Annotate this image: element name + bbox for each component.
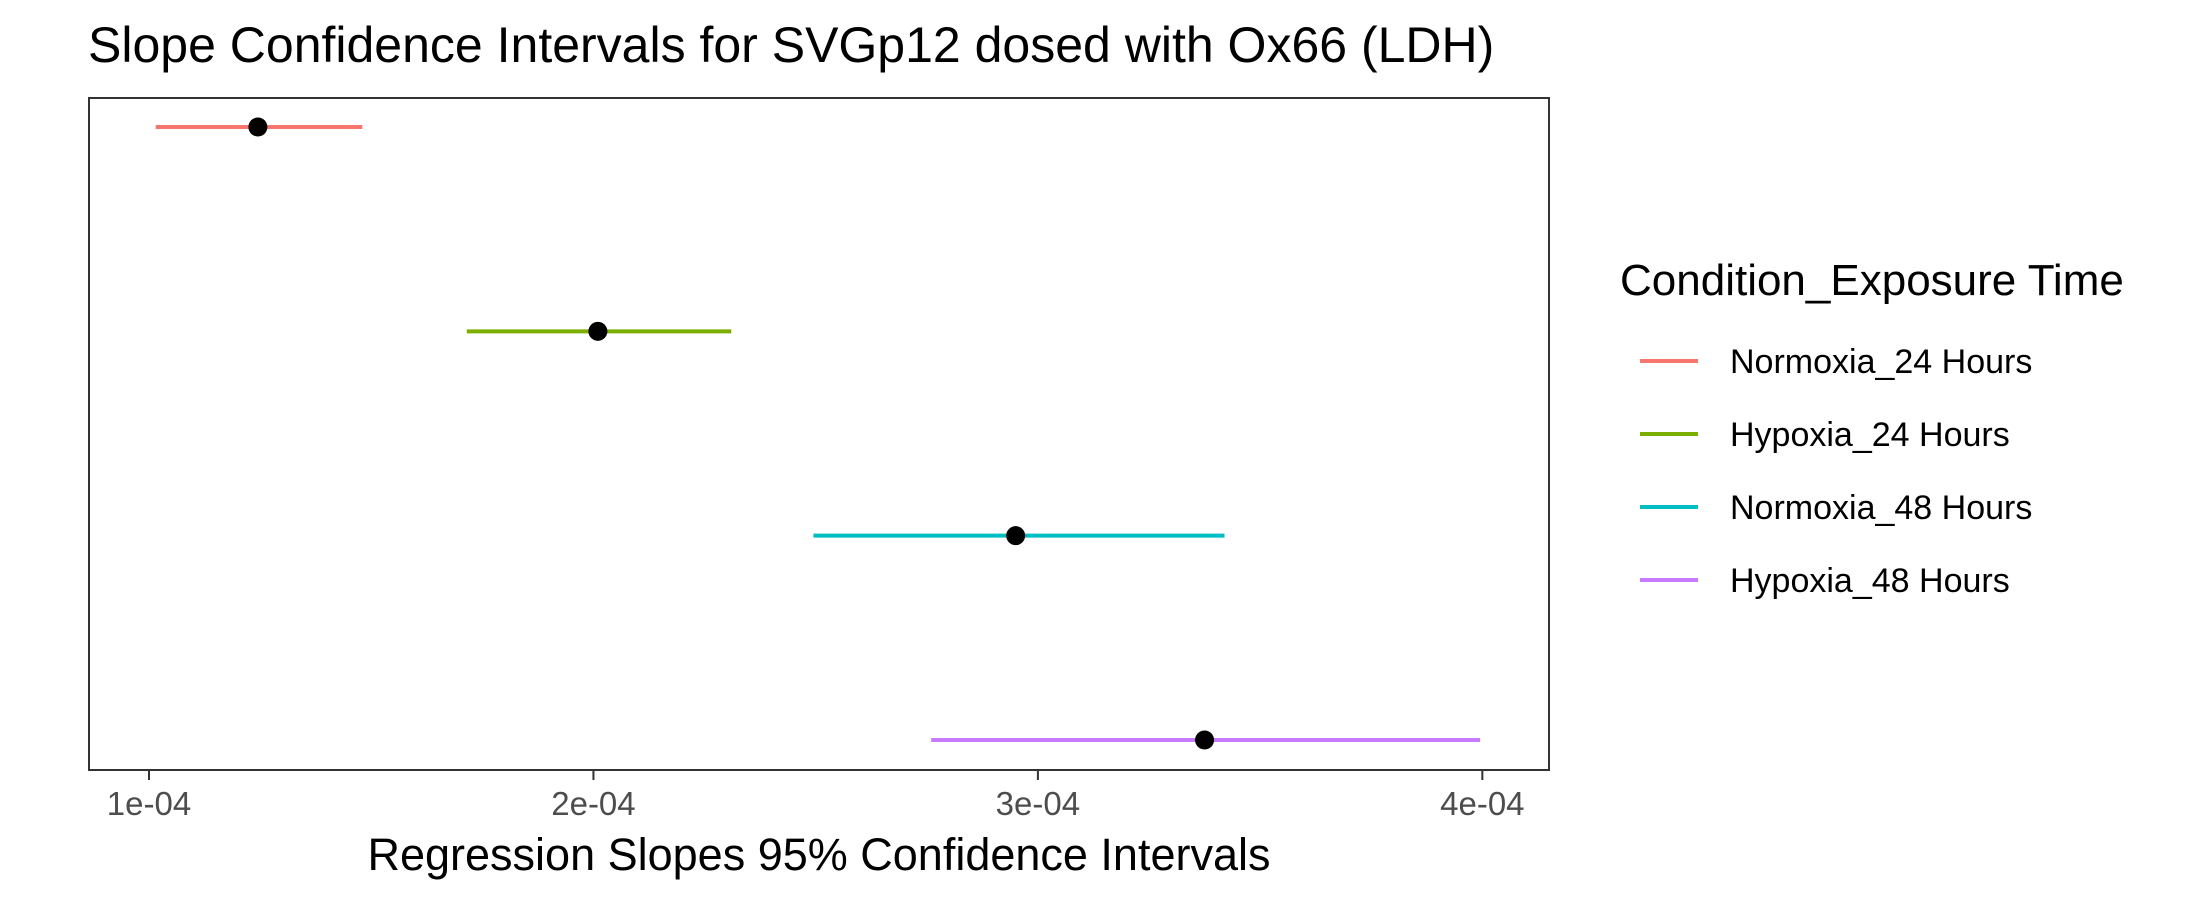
x-axis: 1e-04 2e-04 3e-04 4e-04: [107, 770, 1525, 822]
estimate-point: [1006, 526, 1026, 546]
estimate-point: [1195, 730, 1215, 750]
legend-label: Hypoxia_48 Hours: [1730, 562, 2010, 600]
x-axis-label: Regression Slopes 95% Confidence Interva…: [367, 829, 1270, 880]
plot-panel: [88, 97, 1550, 771]
estimate-point: [248, 117, 268, 137]
x-tick-label: 4e-04: [1440, 785, 1524, 822]
x-tick-label: 1e-04: [107, 785, 191, 822]
x-tick-label: 2e-04: [551, 785, 635, 822]
legend-label: Hypoxia_24 Hours: [1730, 416, 2010, 454]
estimate-points: [248, 117, 1215, 750]
legend-title: Condition_Exposure Time: [1620, 256, 2124, 305]
legend-label: Normoxia_48 Hours: [1730, 489, 2032, 527]
x-tick-label: 3e-04: [996, 785, 1080, 822]
legend-label: Normoxia_24 Hours: [1730, 343, 2032, 381]
legend-items: Normoxia_24 Hours Hypoxia_24 Hours Normoxi…: [1640, 343, 2032, 600]
estimate-point: [588, 321, 608, 341]
chart-title: Slope Confidence Intervals for SVGp12 do…: [88, 17, 1494, 73]
legend: Condition_Exposure Time Normoxia_24 Hour…: [1620, 256, 2124, 600]
